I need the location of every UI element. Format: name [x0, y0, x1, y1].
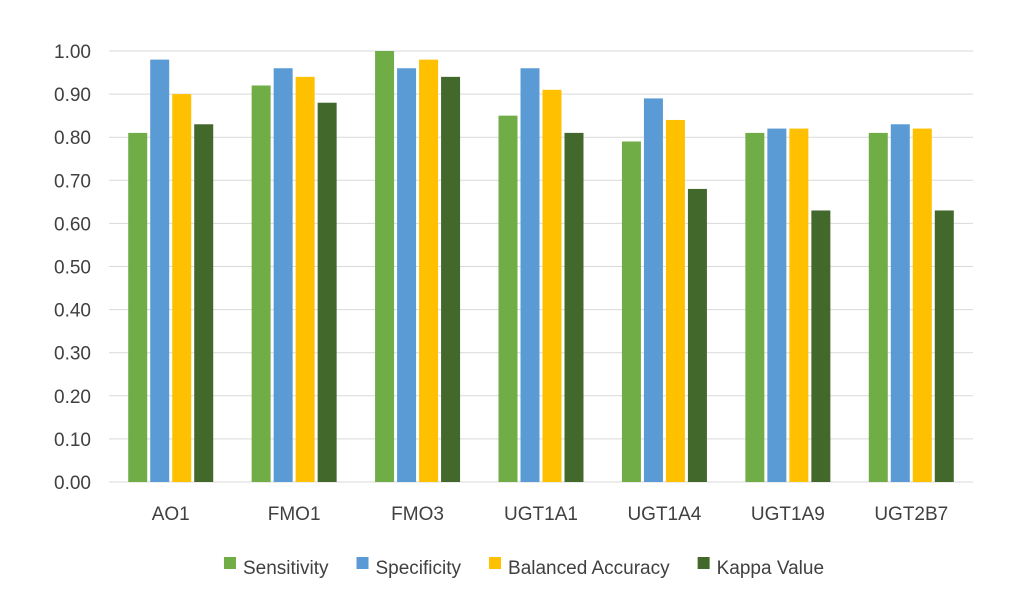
y-tick-label: 0.50 [54, 258, 91, 279]
bar-sensitivity [251, 85, 271, 482]
bar-specificity [520, 68, 540, 483]
y-tick-label: 0.80 [54, 128, 91, 149]
y-tick-label: 0.00 [54, 473, 91, 494]
bar-sensitivity [128, 132, 148, 482]
bar-kappa-value [194, 124, 214, 483]
bar-kappa-value [564, 132, 584, 482]
x-tick-label: UGT1A4 [627, 504, 701, 525]
bar-sensitivity [498, 115, 518, 483]
legend-item: Kappa Value [697, 557, 824, 579]
bar-specificity [890, 124, 910, 483]
bar-specificity [397, 68, 417, 483]
x-tick-label: AO1 [152, 504, 190, 525]
legend-swatch [356, 557, 369, 569]
bars [128, 51, 954, 483]
x-axis-ticks: AO1 FMO1 FMO3 UGT1A1 UGT1A4 UGT1A9 UGT2B7 [152, 504, 949, 525]
gridlines [109, 50, 973, 483]
bar-balanced-accuracy [665, 119, 685, 483]
x-tick-label: FMO1 [268, 504, 321, 525]
bar-kappa-value [687, 188, 707, 483]
x-tick-label: FMO3 [391, 504, 444, 525]
bar-sensitivity [375, 51, 395, 482]
bar-specificity [273, 68, 293, 483]
legend-swatch [489, 557, 502, 569]
bar-kappa-value [441, 76, 461, 483]
y-axis-ticks: 0.00 0.10 0.20 0.30 0.40 0.50 0.60 0.70 0.80 0.90… [54, 42, 91, 494]
bar-balanced-accuracy [912, 128, 932, 482]
x-tick-label: UGT1A9 [751, 504, 825, 525]
bar-specificity [150, 59, 170, 483]
y-tick-label: 1.00 [54, 42, 91, 63]
bar-kappa-value [934, 210, 954, 482]
bar-sensitivity [745, 132, 765, 482]
y-tick-label: 0.30 [54, 344, 91, 365]
bar-balanced-accuracy [789, 128, 809, 482]
y-tick-label: 0.10 [54, 430, 91, 451]
legend-label: Kappa Value [717, 558, 824, 579]
bar-balanced-accuracy [295, 76, 315, 483]
bar-balanced-accuracy [172, 94, 192, 482]
y-tick-label: 0.40 [54, 301, 91, 322]
legend-swatch [223, 557, 236, 569]
bar-kappa-value [811, 210, 831, 482]
bar-sensitivity [868, 132, 888, 482]
legend-label: Balanced Accuracy [508, 558, 670, 579]
bar-balanced-accuracy [419, 59, 439, 483]
legend-label: Specificity [376, 558, 462, 579]
bar-kappa-value [317, 102, 337, 482]
legend: Sensitivity Specificity Balanced Accuracy K… [223, 557, 824, 579]
legend-item: Sensitivity [223, 557, 329, 579]
x-tick-label: UGT2B7 [874, 504, 948, 525]
x-tick-label: UGT1A1 [504, 504, 578, 525]
legend-label: Sensitivity [243, 558, 329, 579]
legend-item: Specificity [356, 557, 462, 579]
legend-swatch [697, 557, 710, 569]
bar-specificity [643, 98, 663, 482]
bar-balanced-accuracy [542, 89, 562, 482]
bar-sensitivity [621, 141, 641, 482]
bar-specificity [767, 128, 787, 482]
y-tick-label: 0.20 [54, 387, 91, 408]
y-tick-label: 0.90 [54, 85, 91, 106]
y-tick-label: 0.60 [54, 214, 91, 235]
legend-item: Balanced Accuracy [489, 557, 670, 579]
y-tick-label: 0.70 [54, 171, 91, 192]
